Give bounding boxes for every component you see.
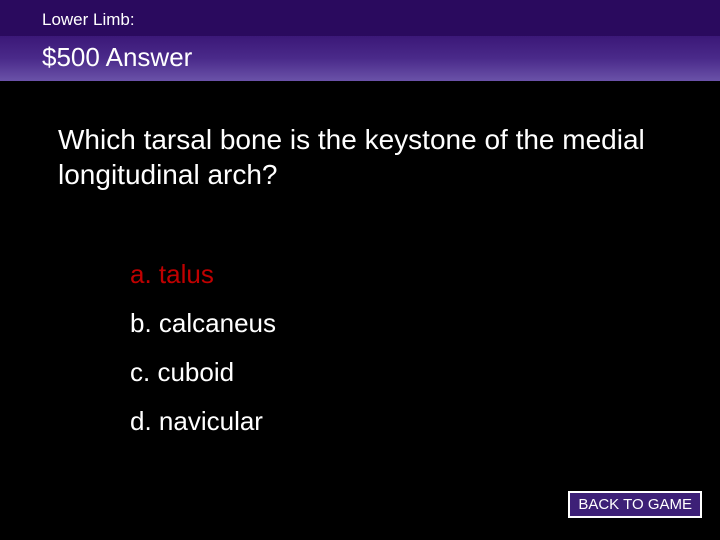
answer-option-b: b. calcaneus (130, 299, 720, 348)
question-text: Which tarsal bone is the keystone of the… (0, 82, 720, 192)
category-label: Lower Limb: (0, 0, 720, 36)
slide-header: Lower Limb: $500 Answer (0, 0, 720, 82)
back-to-game-button[interactable]: BACK TO GAME (568, 491, 702, 518)
answer-option-c: c. cuboid (130, 348, 720, 397)
value-answer-label: $500 Answer (0, 36, 720, 82)
answer-option-d: d. navicular (130, 397, 720, 446)
answers-list: a. talus b. calcaneus c. cuboid d. navic… (0, 192, 720, 446)
answer-option-a: a. talus (130, 250, 720, 299)
